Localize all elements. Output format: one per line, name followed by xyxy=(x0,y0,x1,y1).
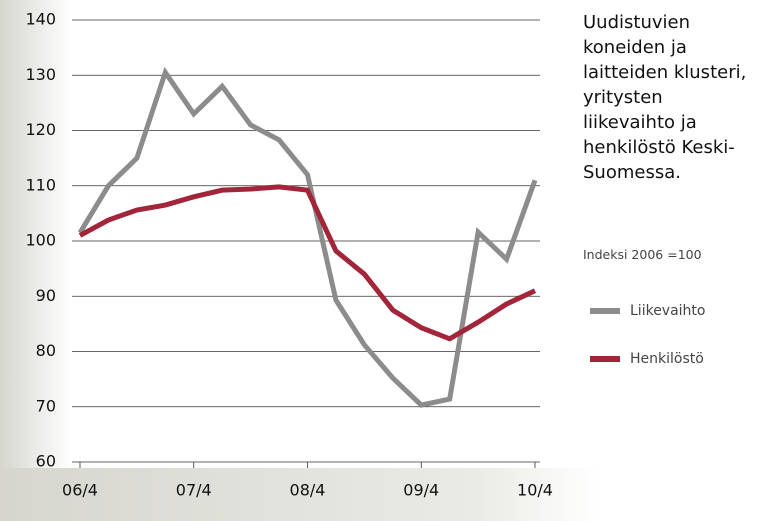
y-tick-label: 90 xyxy=(36,286,56,305)
legend-swatch xyxy=(590,308,620,314)
data-line xyxy=(77,66,538,408)
y-tick-label: 70 xyxy=(36,396,56,415)
x-tick-label: 08/4 xyxy=(290,481,326,500)
y-tick-label: 110 xyxy=(25,175,56,194)
y-tick-label: 130 xyxy=(25,65,56,84)
background-bottom xyxy=(0,468,600,521)
y-tick-label: 120 xyxy=(25,120,56,139)
legend-item: Liikevaihto xyxy=(590,303,705,319)
y-tick-label: 100 xyxy=(25,231,56,250)
background xyxy=(0,0,600,521)
x-tick-label: 06/4 xyxy=(62,481,98,500)
data-line xyxy=(78,184,537,342)
legend-item: Henkilöstö xyxy=(590,351,704,367)
y-tick-label: 60 xyxy=(36,452,56,471)
x-tick-label: 07/4 xyxy=(176,481,212,500)
legend-label: Henkilöstö xyxy=(630,351,704,367)
legend-swatch xyxy=(590,356,620,362)
subtitle: Indeksi 2006 =100 xyxy=(583,247,702,262)
x-tick-label: 10/4 xyxy=(517,481,553,500)
y-tick-label: 80 xyxy=(36,341,56,360)
y-tick-label: 140 xyxy=(25,10,56,29)
legend-label: Liikevaihto xyxy=(630,303,706,319)
chart-title: Uudistuvien koneiden ja laitteiden klust… xyxy=(583,12,747,183)
x-tick-label: 09/4 xyxy=(403,481,439,500)
